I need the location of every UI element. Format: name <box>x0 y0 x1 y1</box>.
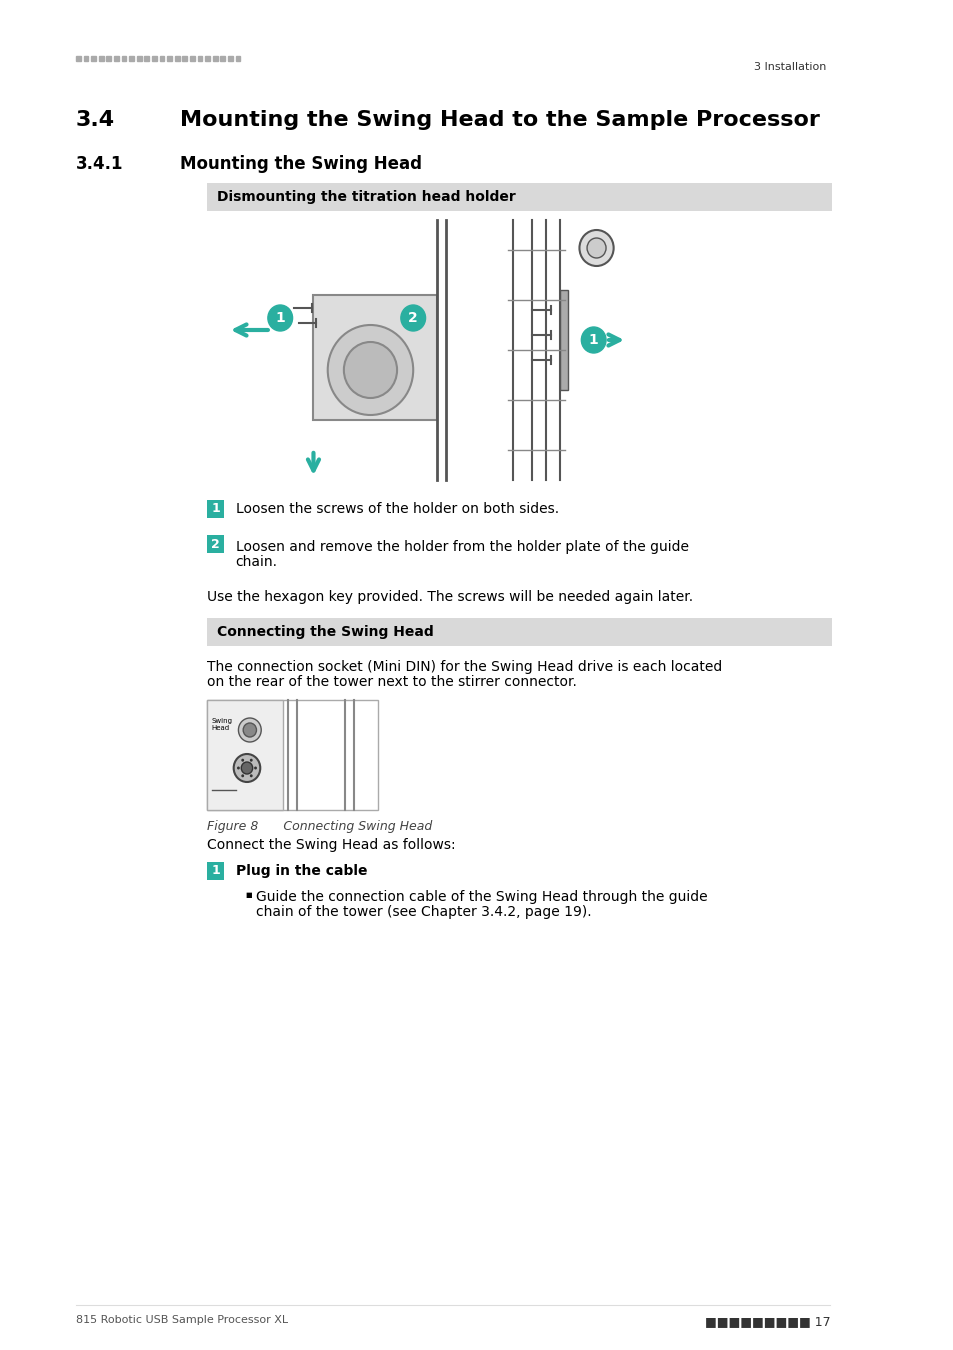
Bar <box>207 618 831 647</box>
Circle shape <box>241 775 244 778</box>
Circle shape <box>586 238 605 258</box>
Text: 3.4.1: 3.4.1 <box>76 155 123 173</box>
Bar <box>99 55 104 61</box>
Text: ■: ■ <box>245 892 252 898</box>
Text: Connecting the Swing Head: Connecting the Swing Head <box>216 625 433 639</box>
Polygon shape <box>314 296 436 420</box>
Bar <box>167 55 172 61</box>
Text: 1: 1 <box>211 864 220 878</box>
Bar <box>207 535 224 554</box>
Text: Loosen the screws of the holder on both sides.: Loosen the screws of the holder on both … <box>235 502 558 516</box>
Circle shape <box>400 305 425 331</box>
Bar <box>228 55 233 61</box>
Bar <box>559 290 567 390</box>
Text: chain.: chain. <box>235 555 277 568</box>
Circle shape <box>268 305 293 331</box>
Bar <box>107 55 111 61</box>
Text: Swing
Head: Swing Head <box>212 718 233 730</box>
Circle shape <box>250 775 253 778</box>
Bar <box>121 55 126 61</box>
Text: 3.4: 3.4 <box>76 109 115 130</box>
Bar <box>129 55 133 61</box>
Text: Mounting the Swing Head: Mounting the Swing Head <box>180 155 422 173</box>
Text: 2: 2 <box>408 310 417 325</box>
Text: 2: 2 <box>211 537 220 551</box>
Text: Figure 8  Connecting Swing Head: Figure 8 Connecting Swing Head <box>207 819 432 833</box>
Text: chain of the tower (see Chapter 3.4.2, page 19).: chain of the tower (see Chapter 3.4.2, p… <box>256 904 592 919</box>
Circle shape <box>328 325 413 414</box>
Circle shape <box>343 342 396 398</box>
Text: Connect the Swing Head as follows:: Connect the Swing Head as follows: <box>207 838 456 852</box>
Circle shape <box>238 718 261 743</box>
Text: 1: 1 <box>211 502 220 516</box>
Bar <box>205 55 210 61</box>
Bar <box>207 701 377 810</box>
Bar <box>207 863 224 880</box>
Bar <box>136 55 141 61</box>
Text: on the rear of the tower next to the stirrer connector.: on the rear of the tower next to the sti… <box>207 675 577 688</box>
Text: Mounting the Swing Head to the Sample Processor: Mounting the Swing Head to the Sample Pr… <box>180 109 820 130</box>
Bar <box>144 55 149 61</box>
Bar <box>207 184 831 211</box>
Bar <box>213 55 217 61</box>
Bar <box>91 55 96 61</box>
Circle shape <box>236 767 239 770</box>
Bar <box>84 55 89 61</box>
Circle shape <box>253 767 256 770</box>
Circle shape <box>243 724 256 737</box>
Bar <box>182 55 187 61</box>
Circle shape <box>241 761 253 774</box>
Bar <box>235 55 240 61</box>
Bar <box>76 55 81 61</box>
Bar <box>207 500 224 518</box>
Text: ■■■■■■■■■ 17: ■■■■■■■■■ 17 <box>704 1315 829 1328</box>
Circle shape <box>241 759 244 761</box>
Text: 1: 1 <box>588 333 598 347</box>
Text: 1: 1 <box>275 310 285 325</box>
Text: Loosen and remove the holder from the holder plate of the guide: Loosen and remove the holder from the ho… <box>235 540 688 553</box>
Bar <box>190 55 194 61</box>
Circle shape <box>580 327 605 352</box>
Bar <box>152 55 156 61</box>
Text: Use the hexagon key provided. The screws will be needed again later.: Use the hexagon key provided. The screws… <box>207 590 693 603</box>
Circle shape <box>233 755 260 782</box>
Text: Plug in the cable: Plug in the cable <box>235 864 367 878</box>
Text: Dismounting the titration head holder: Dismounting the titration head holder <box>216 190 515 204</box>
Circle shape <box>250 759 253 761</box>
Bar <box>207 701 283 810</box>
Bar <box>113 55 118 61</box>
Text: 3 Installation: 3 Installation <box>753 62 825 72</box>
Text: Guide the connection cable of the Swing Head through the guide: Guide the connection cable of the Swing … <box>256 890 707 905</box>
Text: The connection socket (Mini DIN) for the Swing Head drive is each located: The connection socket (Mini DIN) for the… <box>207 660 721 674</box>
Circle shape <box>578 230 613 266</box>
Bar <box>220 55 225 61</box>
Bar <box>197 55 202 61</box>
Bar <box>159 55 164 61</box>
Bar <box>174 55 179 61</box>
Text: 815 Robotic USB Sample Processor XL: 815 Robotic USB Sample Processor XL <box>76 1315 288 1324</box>
